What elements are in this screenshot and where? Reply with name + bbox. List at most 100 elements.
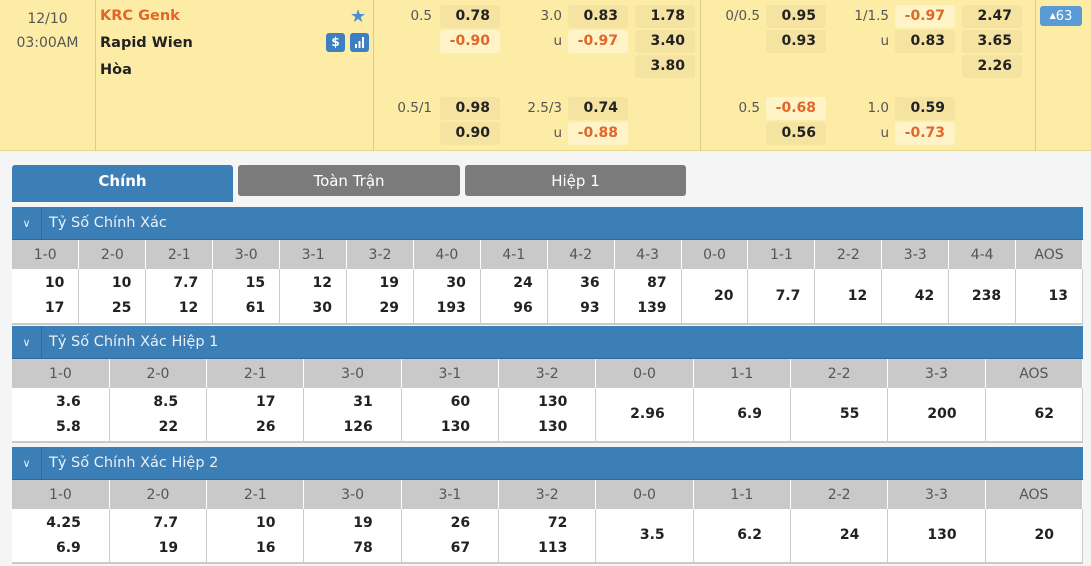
score-odds-value[interactable]: 20: [713, 287, 734, 304]
odds-value[interactable]: 0.56: [766, 122, 826, 145]
score-odds-cell[interactable]: 62: [985, 388, 1084, 443]
score-odds-value[interactable]: 93: [580, 300, 600, 316]
score-odds-value[interactable]: 3.6: [56, 393, 81, 410]
score-odds-value[interactable]: 72: [547, 514, 568, 531]
score-odds-cell[interactable]: 20: [985, 509, 1084, 564]
score-odds-cell[interactable]: 24: [790, 509, 889, 564]
score-odds-value[interactable]: 67: [450, 539, 471, 556]
star-icon[interactable]: ★: [350, 6, 367, 27]
score-odds-value[interactable]: 7.7: [153, 514, 179, 531]
score-odds-cell[interactable]: 2.96: [595, 388, 694, 443]
score-odds-value[interactable]: 78: [353, 539, 373, 556]
odds-value[interactable]: -0.97: [895, 5, 955, 28]
dollar-icon[interactable]: $: [326, 33, 345, 52]
score-odds-cell[interactable]: 42: [881, 269, 950, 325]
score-odds-value[interactable]: 2.96: [630, 406, 665, 422]
score-odds-value[interactable]: 96: [513, 300, 533, 316]
score-odds-value[interactable]: 26: [450, 514, 471, 531]
score-odds-value[interactable]: 113: [538, 539, 568, 556]
score-odds-cell[interactable]: 12 30: [279, 269, 348, 325]
score-odds-value[interactable]: 15: [245, 275, 266, 291]
odds-value[interactable]: 0.98: [440, 97, 500, 120]
score-odds-value[interactable]: 4.25: [46, 514, 81, 531]
score-odds-cell[interactable]: 19 29: [346, 269, 414, 325]
score-odds-value[interactable]: 26: [255, 418, 276, 435]
score-odds-value[interactable]: 12: [312, 275, 333, 291]
score-odds-cell[interactable]: 10 16: [206, 509, 305, 564]
chevron-down-icon[interactable]: ∨: [12, 326, 42, 358]
odds-value[interactable]: 0.59: [895, 97, 955, 120]
odds-value[interactable]: 0.78: [440, 5, 500, 28]
score-odds-value[interactable]: 238: [971, 287, 1002, 304]
score-odds-value[interactable]: 19: [353, 514, 373, 531]
score-odds-value[interactable]: 30: [312, 300, 333, 316]
score-odds-cell[interactable]: 7.7 12: [145, 269, 214, 325]
score-odds-value[interactable]: 130: [538, 393, 568, 410]
score-odds-value[interactable]: 31: [353, 393, 373, 410]
odds-value[interactable]: 2.26: [962, 55, 1022, 78]
score-odds-cell[interactable]: 72 113: [498, 509, 597, 564]
chevron-down-icon[interactable]: ∨: [12, 207, 42, 239]
odds-value[interactable]: 3.65: [962, 30, 1022, 53]
score-odds-cell[interactable]: 30 193: [413, 269, 481, 325]
score-odds-value[interactable]: 25: [111, 300, 132, 316]
section-header[interactable]: ∨ Tỷ Số Chính Xác: [12, 207, 1083, 240]
score-odds-cell[interactable]: 6.9: [693, 388, 792, 443]
odds-value[interactable]: -0.73: [895, 122, 955, 145]
score-odds-cell[interactable]: 60 130: [401, 388, 500, 443]
score-odds-value[interactable]: 61: [245, 300, 266, 316]
score-odds-value[interactable]: 12: [847, 287, 868, 304]
score-odds-cell[interactable]: 31 126: [303, 388, 402, 443]
score-odds-value[interactable]: 6.2: [737, 527, 762, 543]
score-odds-value[interactable]: 36: [580, 275, 600, 291]
score-odds-value[interactable]: 6.9: [56, 539, 81, 556]
odds-value[interactable]: -0.68: [766, 97, 826, 120]
score-odds-value[interactable]: 139: [637, 300, 667, 316]
score-odds-value[interactable]: 5.8: [56, 418, 81, 435]
score-odds-value[interactable]: 24: [513, 275, 533, 291]
score-odds-value[interactable]: 193: [436, 300, 466, 316]
score-odds-value[interactable]: 200: [927, 406, 957, 422]
score-odds-value[interactable]: 8.5: [153, 393, 179, 410]
odds-value[interactable]: 3.40: [635, 30, 695, 53]
score-odds-cell[interactable]: 200: [887, 388, 986, 443]
score-odds-value[interactable]: 17: [44, 300, 65, 316]
odds-value[interactable]: 0.90: [440, 122, 500, 145]
score-odds-value[interactable]: 20: [1034, 527, 1054, 543]
odds-value[interactable]: 0.74: [568, 97, 628, 120]
score-odds-value[interactable]: 16: [255, 539, 276, 556]
score-odds-cell[interactable]: 15 61: [212, 269, 281, 325]
score-odds-value[interactable]: 30: [446, 275, 466, 291]
score-odds-cell[interactable]: 3.5: [595, 509, 694, 564]
score-odds-cell[interactable]: 55: [790, 388, 889, 443]
score-odds-cell[interactable]: 17 26: [206, 388, 305, 443]
score-odds-value[interactable]: 3.5: [639, 527, 665, 543]
score-odds-cell[interactable]: 10 25: [78, 269, 147, 325]
away-team[interactable]: Rapid Wien: [100, 35, 193, 51]
odds-value[interactable]: 1.78: [635, 5, 695, 28]
stats-icon[interactable]: [350, 33, 369, 52]
odds-value[interactable]: 0.83: [568, 5, 628, 28]
odds-value[interactable]: -0.97: [568, 30, 628, 53]
score-odds-cell[interactable]: 26 67: [401, 509, 500, 564]
odds-value[interactable]: -0.90: [440, 30, 500, 53]
score-odds-cell[interactable]: 19 78: [303, 509, 402, 564]
tab-first-half[interactable]: Hiệp 1: [465, 165, 686, 196]
section-header[interactable]: ∨ Tỷ Số Chính Xác Hiệp 1: [12, 326, 1083, 359]
score-odds-value[interactable]: 29: [379, 300, 399, 316]
score-odds-cell[interactable]: 87 139: [614, 269, 682, 325]
score-odds-value[interactable]: 10: [255, 514, 276, 531]
score-odds-value[interactable]: 19: [158, 539, 179, 556]
score-odds-cell[interactable]: 12: [814, 269, 883, 325]
tab-full-match[interactable]: Toàn Trận: [238, 165, 460, 196]
score-odds-cell[interactable]: 7.7: [747, 269, 816, 325]
score-odds-value[interactable]: 22: [158, 418, 179, 435]
score-odds-cell[interactable]: 24 96: [480, 269, 548, 325]
score-odds-value[interactable]: 7.7: [775, 287, 801, 304]
score-odds-value[interactable]: 126: [343, 418, 373, 435]
odds-value[interactable]: 0.93: [766, 30, 826, 53]
odds-value[interactable]: 3.80: [635, 55, 695, 78]
score-odds-value[interactable]: 6.9: [737, 406, 762, 422]
more-odds-button[interactable]: ▲63: [1040, 6, 1082, 26]
tab-main[interactable]: Chính: [12, 165, 233, 202]
